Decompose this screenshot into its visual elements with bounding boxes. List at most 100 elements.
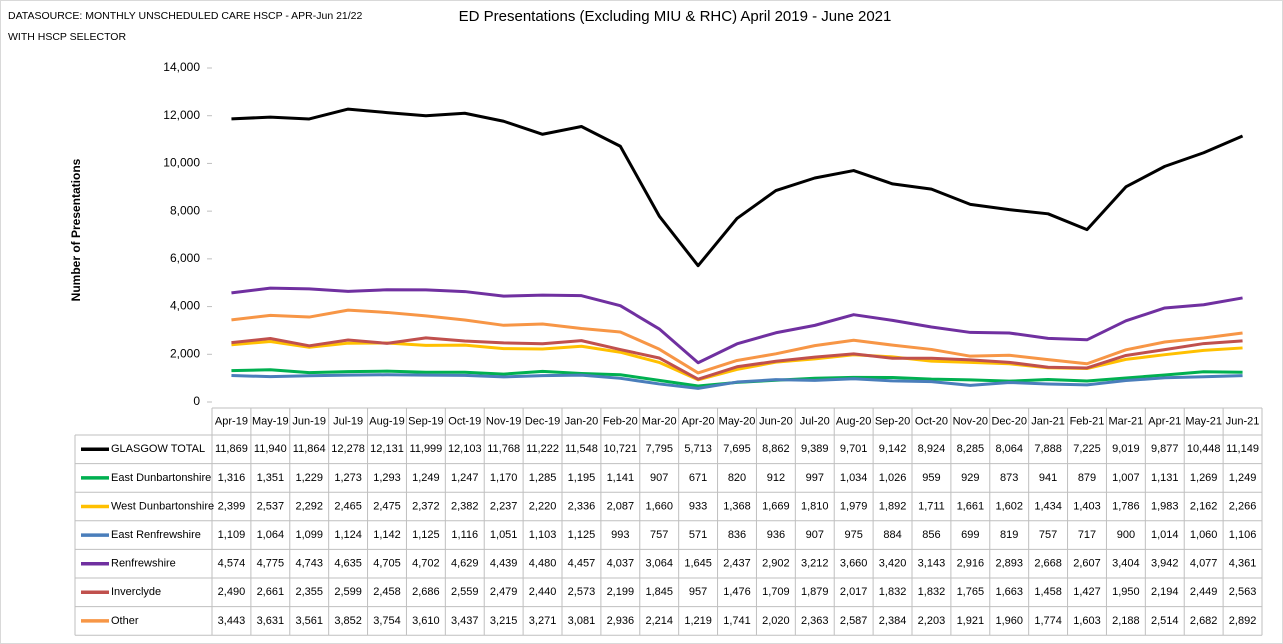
table-cell: 1,983	[1151, 500, 1179, 512]
table-cell: 671	[689, 472, 707, 484]
table-cell: 2,587	[840, 615, 868, 627]
table-cell: 2,668	[1034, 558, 1062, 570]
table-cell: 8,064	[995, 443, 1023, 455]
table-cell: 2,490	[218, 586, 246, 598]
y-tick-label: 12,000	[163, 108, 200, 122]
table-cell: 1,845	[645, 586, 673, 598]
table-cell: 2,087	[607, 500, 635, 512]
x-tick-label: May-20	[719, 415, 756, 427]
table-cell: 1,103	[529, 529, 557, 541]
table-cell: 2,573	[568, 586, 596, 598]
table-cell: 2,384	[879, 615, 907, 627]
x-tick-label: Oct-19	[448, 415, 481, 427]
table-cell: 1,660	[645, 500, 673, 512]
table-cell: 1,219	[684, 615, 712, 627]
table-cell: 836	[728, 529, 746, 541]
table-cell: 3,215	[490, 615, 518, 627]
table-cell: 959	[922, 472, 940, 484]
table-cell: 3,143	[918, 558, 946, 570]
table-cell: 2,479	[490, 586, 518, 598]
table-cell: 2,336	[568, 500, 596, 512]
table-cell: 2,266	[1229, 500, 1257, 512]
table-cell: 3,754	[373, 615, 401, 627]
table-cell: 1,960	[995, 615, 1023, 627]
x-tick-label: Aug-19	[369, 415, 404, 427]
table-cell: 3,064	[645, 558, 673, 570]
table-cell: 2,363	[801, 615, 829, 627]
table-cell: 9,142	[879, 443, 907, 455]
table-cell: 1,458	[1034, 586, 1062, 598]
table-cell: 3,631	[257, 615, 285, 627]
table-cell: 5,713	[684, 443, 712, 455]
table-cell: 11,768	[487, 443, 520, 455]
table-cell: 3,443	[218, 615, 246, 627]
table-cell: 2,902	[762, 558, 790, 570]
table-cell: 11,869	[215, 443, 248, 455]
table-cell: 1,034	[840, 472, 868, 484]
table-cell: 4,574	[218, 558, 246, 570]
table-cell: 4,629	[451, 558, 479, 570]
table-cell: 10,448	[1187, 443, 1221, 455]
table-cell: 1,249	[412, 472, 440, 484]
table-cell: 1,125	[568, 529, 596, 541]
table-cell: 1,249	[1229, 472, 1257, 484]
table-cell: 1,099	[295, 529, 323, 541]
table-cell: 3,660	[840, 558, 868, 570]
table-cell: 929	[961, 472, 979, 484]
x-tick-label: Mar-20	[642, 415, 677, 427]
table-cell: 1,663	[995, 586, 1023, 598]
table-cell: 1,051	[490, 529, 518, 541]
table-cell: 12,131	[370, 443, 404, 455]
x-tick-label: Jan-20	[565, 415, 599, 427]
table-cell: 2,537	[257, 500, 285, 512]
table-cell: 9,389	[801, 443, 829, 455]
table-cell: 11,999	[409, 443, 442, 455]
series-line	[231, 308, 1243, 375]
y-tick-label: 14,000	[163, 60, 200, 74]
table-cell: 8,924	[918, 443, 946, 455]
table-cell: 2,661	[257, 586, 285, 598]
table-cell: 1,741	[723, 615, 751, 627]
table-cell: 2,559	[451, 586, 479, 598]
table-cell: 1,131	[1151, 472, 1179, 484]
table-cell: 1,892	[879, 500, 907, 512]
table-cell: 10,721	[604, 443, 638, 455]
table-cell: 1,368	[723, 500, 751, 512]
table-cell: 1,170	[490, 472, 518, 484]
table-cell: 1,106	[1229, 529, 1257, 541]
table-cell: 1,007	[1112, 472, 1140, 484]
table-cell: 2,440	[529, 586, 557, 598]
table-cell: 4,775	[257, 558, 285, 570]
table-cell: 4,705	[373, 558, 401, 570]
table-cell: 12,278	[331, 443, 365, 455]
table-cell: 912	[767, 472, 785, 484]
table-cell: 1,879	[801, 586, 829, 598]
series-line	[231, 336, 1243, 381]
table-cell: 2,203	[918, 615, 946, 627]
table-cell: 997	[806, 472, 824, 484]
table-cell: 879	[1078, 472, 1096, 484]
table-cell: 1,316	[218, 472, 246, 484]
table-cell: 7,695	[723, 443, 751, 455]
table-cell: 3,437	[451, 615, 479, 627]
table-cell: 1,979	[840, 500, 868, 512]
x-tick-label: Apr-19	[215, 415, 248, 427]
table-cell: 3,212	[801, 558, 829, 570]
table-cell: 1,921	[957, 615, 985, 627]
x-tick-label: Jun-21	[1226, 415, 1260, 427]
x-tick-label: Jun-20	[759, 415, 793, 427]
table-cell: 757	[650, 529, 668, 541]
table-cell: 1,116	[451, 529, 478, 541]
table-cell: 1,832	[879, 586, 907, 598]
table-cell: 1,125	[412, 529, 440, 541]
table-cell: 2,607	[1073, 558, 1101, 570]
table-cell: 884	[883, 529, 901, 541]
table-cell: 1,351	[257, 472, 285, 484]
table-cell: 900	[1117, 529, 1135, 541]
chart-title: ED Presentations (Excluding MIU & RHC) A…	[459, 8, 892, 25]
table-cell: 11,222	[526, 443, 559, 455]
table-cell: 2,916	[957, 558, 985, 570]
table-cell: 9,877	[1151, 443, 1179, 455]
table-cell: 571	[689, 529, 707, 541]
table-cell: 3,404	[1112, 558, 1140, 570]
